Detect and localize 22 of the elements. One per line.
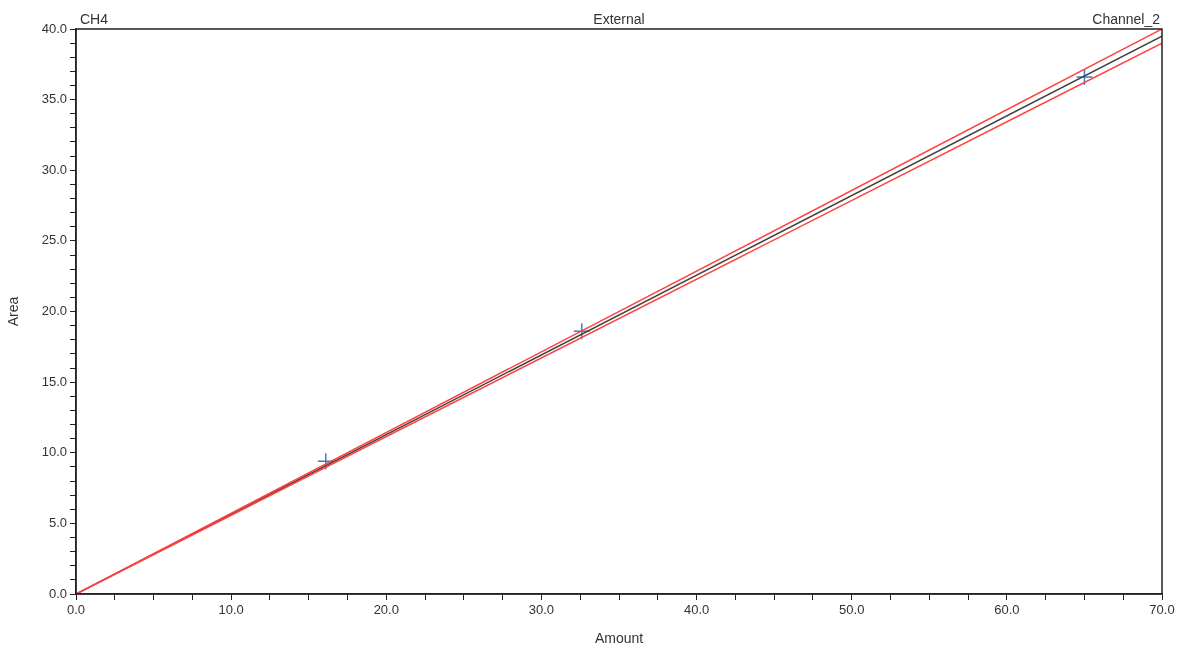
y-tick-label: 15.0	[41, 373, 67, 389]
x-tick-label: 40.0	[683, 602, 710, 618]
x-tick-label: 0.0	[66, 602, 86, 618]
text: CH4	[80, 10, 109, 27]
text: Channel_2	[1092, 10, 1161, 27]
x-tick-label: 20.0	[373, 602, 399, 618]
y-tick-label: 5.0	[48, 514, 67, 530]
y-tick-label: 20.0	[41, 303, 67, 319]
x-tick-label: 60.0	[994, 602, 1020, 618]
y-axis-title: Area	[5, 296, 22, 327]
y-tick-label: 25.0	[41, 232, 67, 248]
y-tick-label: 40.0	[41, 20, 67, 36]
y-tick-label: 10.0	[41, 444, 67, 460]
x-tick-label: 30.0	[528, 602, 555, 618]
y-tick-label: 35.0	[41, 91, 67, 107]
y-tick-label: 30.0	[41, 161, 67, 177]
x-axis-title: Amount	[594, 630, 644, 647]
x-tick-label: 50.0	[839, 602, 865, 618]
x-tick-label: 10.0	[218, 602, 244, 618]
y-tick-label: 0.0	[48, 585, 67, 601]
x-tick-label: 70.0	[1149, 602, 1175, 618]
chart-title: External	[593, 10, 645, 27]
